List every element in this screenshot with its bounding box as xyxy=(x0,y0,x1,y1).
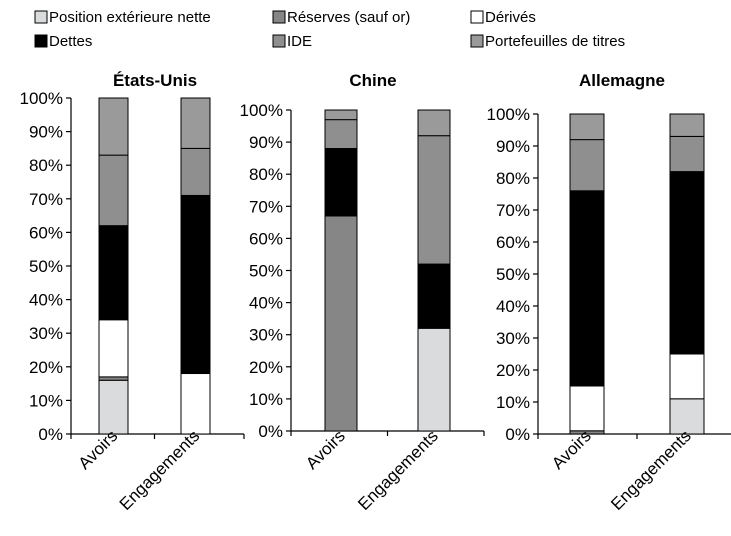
y-tick-label: 20% xyxy=(496,361,530,380)
y-tick-label: 40% xyxy=(29,291,63,310)
bar-segment-fdi xyxy=(669,135,705,173)
y-tick-label: 30% xyxy=(496,329,530,348)
y-tick-label: 70% xyxy=(249,197,283,216)
legend-item-debt: Dettes xyxy=(34,33,92,50)
y-tick-label: 80% xyxy=(496,169,530,188)
y-tick-label: 20% xyxy=(29,358,63,377)
y-tick-label: 100% xyxy=(487,105,530,124)
x-tick-label: Avoirs xyxy=(75,426,122,473)
bar-segment-debt xyxy=(180,194,211,375)
bar-segment-derivatives xyxy=(669,353,705,400)
chart-panel-3: Allemagne 0% 10% 20% 30% 40% 50% 60% 70% 80% 90% 10… xyxy=(487,71,731,514)
bar-segment-derivatives xyxy=(98,319,129,378)
bar-segment-portfolio xyxy=(98,97,129,156)
bar-segment-fdi xyxy=(98,154,129,227)
bar-segment-fdi xyxy=(180,147,211,196)
chart-panels: États-Unis 0% 10% 20% 30% 40% 50% 60% 70% 80% 90% 1… xyxy=(20,71,731,514)
y-tick-label: 40% xyxy=(496,297,530,316)
legend-label-portfolio: Portefeuilles de titres xyxy=(485,33,625,50)
y-tick-label: 0% xyxy=(505,425,530,444)
y-tick-label: 60% xyxy=(29,223,63,242)
y-tick-label: 50% xyxy=(249,262,283,281)
y-tick-label: 10% xyxy=(249,390,283,409)
y-tick-label: 10% xyxy=(29,391,63,410)
chart-title: Allemagne xyxy=(579,71,665,90)
bar-segment-debt xyxy=(324,148,358,217)
bar-engagements xyxy=(417,109,451,432)
legend-label-fdi: IDE xyxy=(287,33,312,50)
y-tick-label: 60% xyxy=(496,233,530,252)
bar-avoirs xyxy=(324,109,358,432)
y-tick-label: 30% xyxy=(249,326,283,345)
bar-segment-fdi xyxy=(324,119,358,150)
bar-avoirs xyxy=(569,113,605,435)
legend-label-net: Position extérieure nette xyxy=(49,9,211,26)
y-tick-label: 60% xyxy=(249,229,283,248)
bar-segment-portfolio xyxy=(324,109,358,121)
legend-label-debt: Dettes xyxy=(49,33,92,50)
bar-segment-portfolio xyxy=(180,97,211,149)
chart-panel-2: Chine 0% 10% 20% 30% 40% 50% 60% 70% 80% 90% 100% Av… xyxy=(240,71,485,514)
x-tick-label: Engagements xyxy=(116,426,204,514)
y-tick-label: 70% xyxy=(29,190,63,209)
legend-swatch-portfolio xyxy=(470,34,484,48)
x-tick-label: Avoirs xyxy=(302,426,349,473)
bar-engagements xyxy=(180,97,211,435)
bar-segment-derivatives xyxy=(180,373,211,435)
y-tick-label: 30% xyxy=(29,324,63,343)
bar-segment-fdi xyxy=(569,139,605,192)
chart-title: Chine xyxy=(349,71,396,90)
bar-segment-fdi xyxy=(417,135,451,265)
y-tick-label: 70% xyxy=(496,201,530,220)
bar-segment-debt xyxy=(98,225,129,321)
y-tick-label: 80% xyxy=(29,156,63,175)
y-tick-label: 90% xyxy=(29,123,63,142)
x-tick-label: Engagements xyxy=(354,426,442,514)
legend-label-derivatives: Dérivés xyxy=(485,9,536,26)
y-tick-label: 90% xyxy=(249,133,283,152)
y-tick-label: 90% xyxy=(496,137,530,156)
legend-item-portfolio: Portefeuilles de titres xyxy=(470,33,625,50)
chart-panel-1: États-Unis 0% 10% 20% 30% 40% 50% 60% 70% 80% 90% 1… xyxy=(20,71,245,514)
y-tick-label: 0% xyxy=(258,422,283,441)
legend-swatch-net xyxy=(34,10,48,24)
legend-label-reserves: Réserves (sauf or) xyxy=(287,9,410,26)
bar-segment-net xyxy=(98,379,129,435)
y-tick-label: 20% xyxy=(249,358,283,377)
bar-segment-net xyxy=(417,327,451,432)
y-tick-label: 50% xyxy=(29,257,63,276)
bar-segment-portfolio xyxy=(569,113,605,141)
bar-segment-debt xyxy=(417,263,451,329)
bar-segment-portfolio xyxy=(669,113,705,137)
bar-segment-debt xyxy=(669,171,705,355)
bar-segment-derivatives xyxy=(569,385,605,432)
y-tick-label: 40% xyxy=(249,294,283,313)
legend-item-net: Position extérieure nette xyxy=(34,9,211,26)
legend-swatch-debt xyxy=(34,34,48,48)
bar-segment-net xyxy=(669,398,705,435)
chart-title: États-Unis xyxy=(113,71,197,90)
y-tick-label: 10% xyxy=(496,393,530,412)
bar-avoirs xyxy=(98,97,129,435)
bar-segment-reserves xyxy=(324,215,358,432)
legend-swatch-derivatives xyxy=(470,10,484,24)
bar-segment-reserves xyxy=(98,376,129,381)
y-tick-label: 50% xyxy=(496,265,530,284)
legend-item-reserves: Réserves (sauf or) xyxy=(272,9,410,26)
y-tick-label: 80% xyxy=(249,165,283,184)
y-tick-label: 100% xyxy=(240,101,283,120)
bar-segment-debt xyxy=(569,190,605,387)
legend-item-fdi: IDE xyxy=(272,33,312,50)
legend-item-derivatives: Dérivés xyxy=(470,9,536,26)
bar-engagements xyxy=(669,113,705,435)
legend-swatch-fdi xyxy=(272,34,286,48)
bar-segment-portfolio xyxy=(417,109,451,137)
legend-swatch-reserves xyxy=(272,10,286,24)
x-tick-label: Engagements xyxy=(607,426,695,514)
y-tick-label: 0% xyxy=(38,425,63,444)
y-tick-label: 100% xyxy=(20,89,63,108)
legend: Position extérieure nette Réserves (sauf … xyxy=(34,9,625,50)
